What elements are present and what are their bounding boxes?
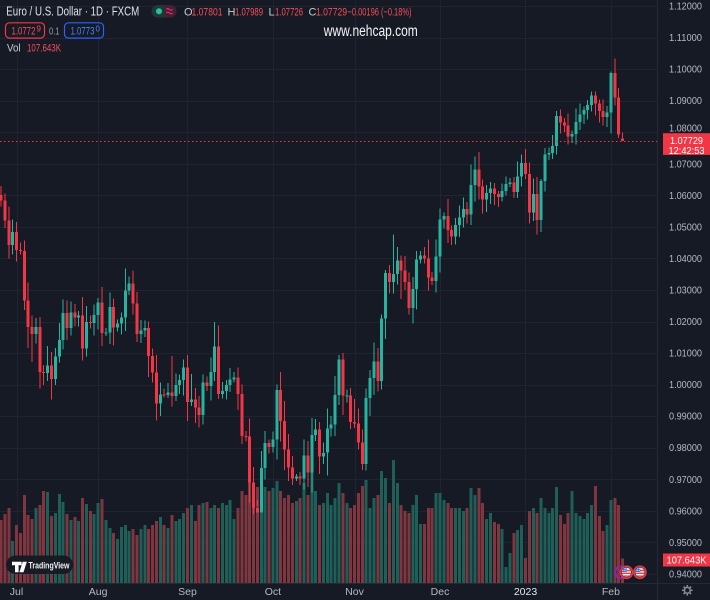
svg-text:1.08000: 1.08000: [669, 122, 702, 134]
svg-text:0: 0: [96, 25, 101, 34]
svg-text:Aug: Aug: [89, 586, 108, 598]
svg-text:1.07729: 1.07729: [316, 7, 347, 19]
svg-text:1.02000: 1.02000: [669, 316, 702, 328]
svg-text:0.97000: 0.97000: [669, 474, 702, 486]
svg-text:1.05000: 1.05000: [669, 221, 702, 233]
svg-text:12:42:53: 12:42:53: [669, 146, 705, 157]
svg-text:1.11000: 1.11000: [669, 32, 702, 44]
svg-text:9: 9: [37, 25, 42, 34]
svg-text:1.10000: 1.10000: [669, 64, 702, 76]
svg-text:0.99000: 0.99000: [669, 411, 702, 423]
svg-text:0.98000: 0.98000: [669, 442, 702, 454]
svg-text:C: C: [309, 7, 317, 19]
svg-text:L: L: [269, 7, 275, 19]
svg-text:1.03000: 1.03000: [669, 285, 702, 297]
svg-text:1.07801: 1.07801: [192, 7, 223, 19]
svg-text:1.07729: 1.07729: [670, 135, 703, 147]
svg-text:1.00000: 1.00000: [669, 379, 702, 391]
svg-text:Oct: Oct: [265, 586, 281, 598]
svg-text:1.07000: 1.07000: [669, 158, 702, 170]
svg-text:0.1: 0.1: [49, 27, 60, 38]
svg-text:H: H: [228, 7, 236, 19]
svg-text:Feb: Feb: [602, 586, 620, 598]
svg-text:1.04000: 1.04000: [669, 253, 702, 265]
svg-text:2023: 2023: [514, 586, 538, 598]
svg-text:Euro / U.S. Dollar · 1D · FXCM: Euro / U.S. Dollar · 1D · FXCM: [6, 5, 139, 19]
svg-text:Sep: Sep: [178, 586, 197, 598]
svg-text:1.12000: 1.12000: [669, 1, 702, 13]
svg-text:1.0772: 1.0772: [12, 26, 36, 38]
svg-text:TradingView: TradingView: [29, 560, 71, 570]
svg-text:1.01000: 1.01000: [669, 348, 702, 360]
svg-text:www.nehcap.com: www.nehcap.com: [323, 23, 418, 40]
svg-text:−0.00196 (−0.18%): −0.00196 (−0.18%): [348, 7, 412, 19]
svg-text:0.94000: 0.94000: [669, 568, 702, 580]
svg-text:107.643K: 107.643K: [27, 43, 61, 55]
svg-text:1.09000: 1.09000: [669, 95, 702, 107]
svg-text:O: O: [184, 7, 193, 19]
svg-text:1.07726: 1.07726: [275, 7, 303, 19]
svg-text:Jul: Jul: [10, 586, 23, 598]
svg-text:Nov: Nov: [345, 586, 364, 598]
svg-text:107.643K: 107.643K: [667, 555, 707, 567]
svg-text:Dec: Dec: [431, 586, 450, 598]
svg-text:1.07989: 1.07989: [235, 7, 263, 19]
svg-text:1.0773: 1.0773: [71, 26, 95, 38]
svg-text:0.96000: 0.96000: [669, 505, 702, 517]
svg-text:Vol: Vol: [7, 43, 21, 55]
svg-text:0.95000: 0.95000: [669, 537, 702, 549]
svg-text:1.06000: 1.06000: [669, 190, 702, 202]
